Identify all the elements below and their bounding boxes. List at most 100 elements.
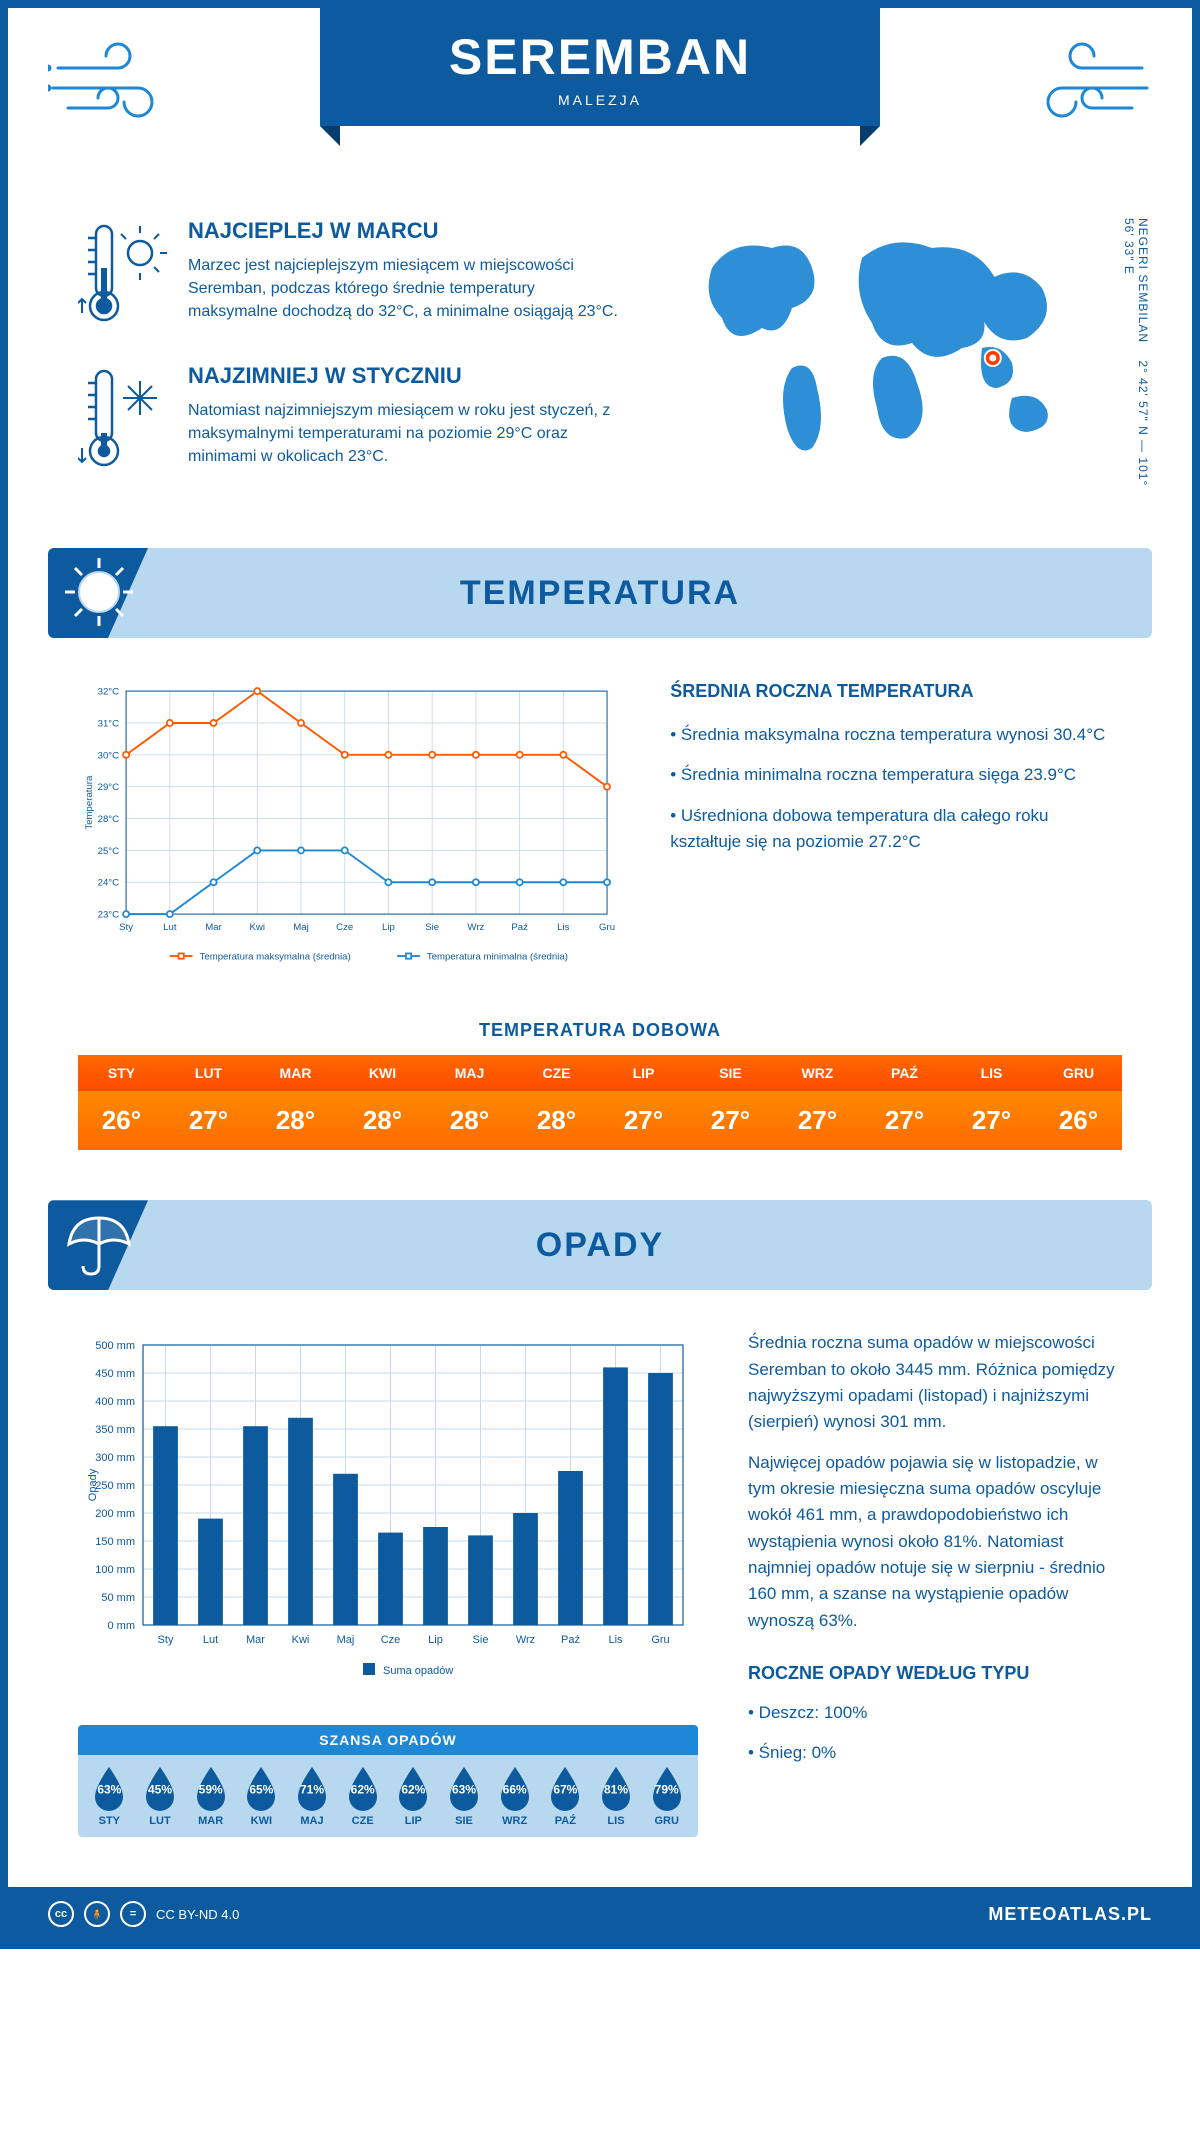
- temp-summary-line: • Średnia maksymalna roczna temperatura …: [670, 722, 1122, 748]
- svg-text:450 mm: 450 mm: [95, 1368, 135, 1380]
- daily-month-header: LUT: [165, 1055, 252, 1091]
- precipitation-summary: Średnia roczna suma opadów w miejscowośc…: [748, 1330, 1122, 1837]
- daily-month-header: PAŹ: [861, 1055, 948, 1091]
- daily-temp-value: 27°: [861, 1091, 948, 1150]
- precip-type-line: • Deszcz: 100%: [748, 1700, 1122, 1726]
- precip-para-1: Średnia roczna suma opadów w miejscowośc…: [748, 1330, 1122, 1435]
- raindrop-icon: 81%: [596, 1765, 636, 1811]
- chance-cell: 66% WRZ: [489, 1765, 540, 1827]
- daily-month-header: STY: [78, 1055, 165, 1091]
- svg-text:Lut: Lut: [163, 922, 177, 933]
- sun-icon: [63, 556, 135, 628]
- umbrella-icon: [63, 1208, 135, 1280]
- title-banner: SEREMBAN MALEZJA: [320, 8, 880, 126]
- svg-text:Sie: Sie: [473, 1634, 489, 1646]
- coldest-title: NAJZIMNIEJ W STYCZNIU: [188, 363, 622, 389]
- daily-month-header: LIP: [600, 1055, 687, 1091]
- svg-text:Kwi: Kwi: [292, 1634, 310, 1646]
- svg-text:250 mm: 250 mm: [95, 1480, 135, 1492]
- chance-title: SZANSA OPADÓW: [78, 1725, 698, 1755]
- country-name: MALEZJA: [360, 92, 840, 108]
- warmest-text: Marzec jest najcieplejszym miesiącem w m…: [188, 254, 622, 324]
- map-area: NEGERI SEMBILAN 2° 42' 57" N — 101° 56' …: [682, 218, 1122, 508]
- raindrop-icon: 79%: [647, 1765, 687, 1811]
- svg-text:Suma opadów: Suma opadów: [383, 1665, 453, 1677]
- svg-text:Lis: Lis: [557, 922, 569, 933]
- precip-types-heading: ROCZNE OPADY WEDŁUG TYPU: [748, 1660, 1122, 1688]
- daily-month-header: SIE: [687, 1055, 774, 1091]
- raindrop-icon: 62%: [393, 1765, 433, 1811]
- chance-cell: 81% LIS: [591, 1765, 642, 1827]
- thermometer-snow-icon: [78, 363, 168, 473]
- daily-month-header: WRZ: [774, 1055, 861, 1091]
- temp-summary-line: • Średnia minimalna roczna temperatura s…: [670, 762, 1122, 788]
- svg-text:Maj: Maj: [337, 1634, 355, 1646]
- precipitation-chance-panel: SZANSA OPADÓW 63% STY 45% LUT 59% MAR 65…: [78, 1725, 698, 1837]
- svg-text:Paź: Paź: [511, 922, 528, 933]
- chance-month-label: LIP: [388, 1815, 439, 1827]
- temp-summary-line: • Uśredniona dobowa temperatura dla całe…: [670, 803, 1122, 856]
- chance-month-label: LIS: [591, 1815, 642, 1827]
- svg-text:50 mm: 50 mm: [101, 1592, 135, 1604]
- chance-month-label: CZE: [337, 1815, 388, 1827]
- svg-text:350 mm: 350 mm: [95, 1424, 135, 1436]
- header: SEREMBAN MALEZJA: [8, 8, 1192, 178]
- svg-text:23°C: 23°C: [98, 910, 120, 921]
- daily-month-header: GRU: [1035, 1055, 1122, 1091]
- license: cc 🧍 = CC BY-ND 4.0: [48, 1901, 239, 1927]
- raindrop-icon: 71%: [292, 1765, 332, 1811]
- by-icon: 🧍: [84, 1901, 110, 1927]
- daily-month-header: CZE: [513, 1055, 600, 1091]
- daily-temp-value: 27°: [165, 1091, 252, 1150]
- coldest-text: Natomiast najzimniejszym miesiącem w rok…: [188, 399, 622, 469]
- daily-temp-table: STYLUTMARKWIMAJCZELIPSIEWRZPAŹLISGRU26°2…: [78, 1055, 1122, 1150]
- chance-cell: 79% GRU: [641, 1765, 692, 1827]
- daily-temp-value: 28°: [339, 1091, 426, 1150]
- svg-text:Mar: Mar: [246, 1634, 265, 1646]
- chance-cell: 62% CZE: [337, 1765, 388, 1827]
- chance-month-label: LUT: [135, 1815, 186, 1827]
- world-map-icon: [682, 218, 1102, 468]
- chance-month-label: MAR: [185, 1815, 236, 1827]
- daily-temp-title: TEMPERATURA DOBOWA: [8, 1020, 1192, 1041]
- wind-icon: [48, 38, 178, 138]
- svg-text:Lip: Lip: [428, 1634, 443, 1646]
- city-name: SEREMBAN: [360, 28, 840, 86]
- warmest-title: NAJCIEPLEJ W MARCU: [188, 218, 622, 244]
- chance-month-label: GRU: [641, 1815, 692, 1827]
- daily-temp-value: 28°: [426, 1091, 513, 1150]
- raindrop-icon: 63%: [444, 1765, 484, 1811]
- svg-text:Paź: Paź: [561, 1634, 580, 1646]
- raindrop-icon: 59%: [191, 1765, 231, 1811]
- raindrop-icon: 63%: [89, 1765, 129, 1811]
- chance-month-label: WRZ: [489, 1815, 540, 1827]
- precipitation-section-header: OPADY: [48, 1200, 1152, 1290]
- site-name: METEOATLAS.PL: [988, 1904, 1152, 1925]
- chance-cell: 45% LUT: [135, 1765, 186, 1827]
- cc-icon: cc: [48, 1901, 74, 1927]
- chance-month-label: MAJ: [287, 1815, 338, 1827]
- svg-text:Gru: Gru: [651, 1634, 669, 1646]
- svg-text:Cze: Cze: [336, 922, 353, 933]
- chance-cell: 59% MAR: [185, 1765, 236, 1827]
- svg-text:Sie: Sie: [425, 922, 439, 933]
- svg-text:Maj: Maj: [293, 922, 308, 933]
- svg-text:Sty: Sty: [119, 922, 133, 933]
- svg-text:Lip: Lip: [382, 922, 395, 933]
- daily-month-header: MAJ: [426, 1055, 513, 1091]
- svg-text:100 mm: 100 mm: [95, 1564, 135, 1576]
- chance-cell: 67% PAŹ: [540, 1765, 591, 1827]
- precipitation-heading: OPADY: [168, 1226, 1152, 1265]
- raindrop-icon: 65%: [241, 1765, 281, 1811]
- raindrop-icon: 45%: [140, 1765, 180, 1811]
- daily-month-header: MAR: [252, 1055, 339, 1091]
- svg-text:200 mm: 200 mm: [95, 1508, 135, 1520]
- daily-temp-value: 28°: [513, 1091, 600, 1150]
- daily-month-header: LIS: [948, 1055, 1035, 1091]
- chance-cell: 62% LIP: [388, 1765, 439, 1827]
- temperature-summary: ŚREDNIA ROCZNA TEMPERATURA • Średnia mak…: [670, 678, 1122, 980]
- svg-text:Cze: Cze: [381, 1634, 401, 1646]
- chance-cell: 63% SIE: [439, 1765, 490, 1827]
- chance-month-label: PAŹ: [540, 1815, 591, 1827]
- svg-text:32°C: 32°C: [98, 687, 120, 698]
